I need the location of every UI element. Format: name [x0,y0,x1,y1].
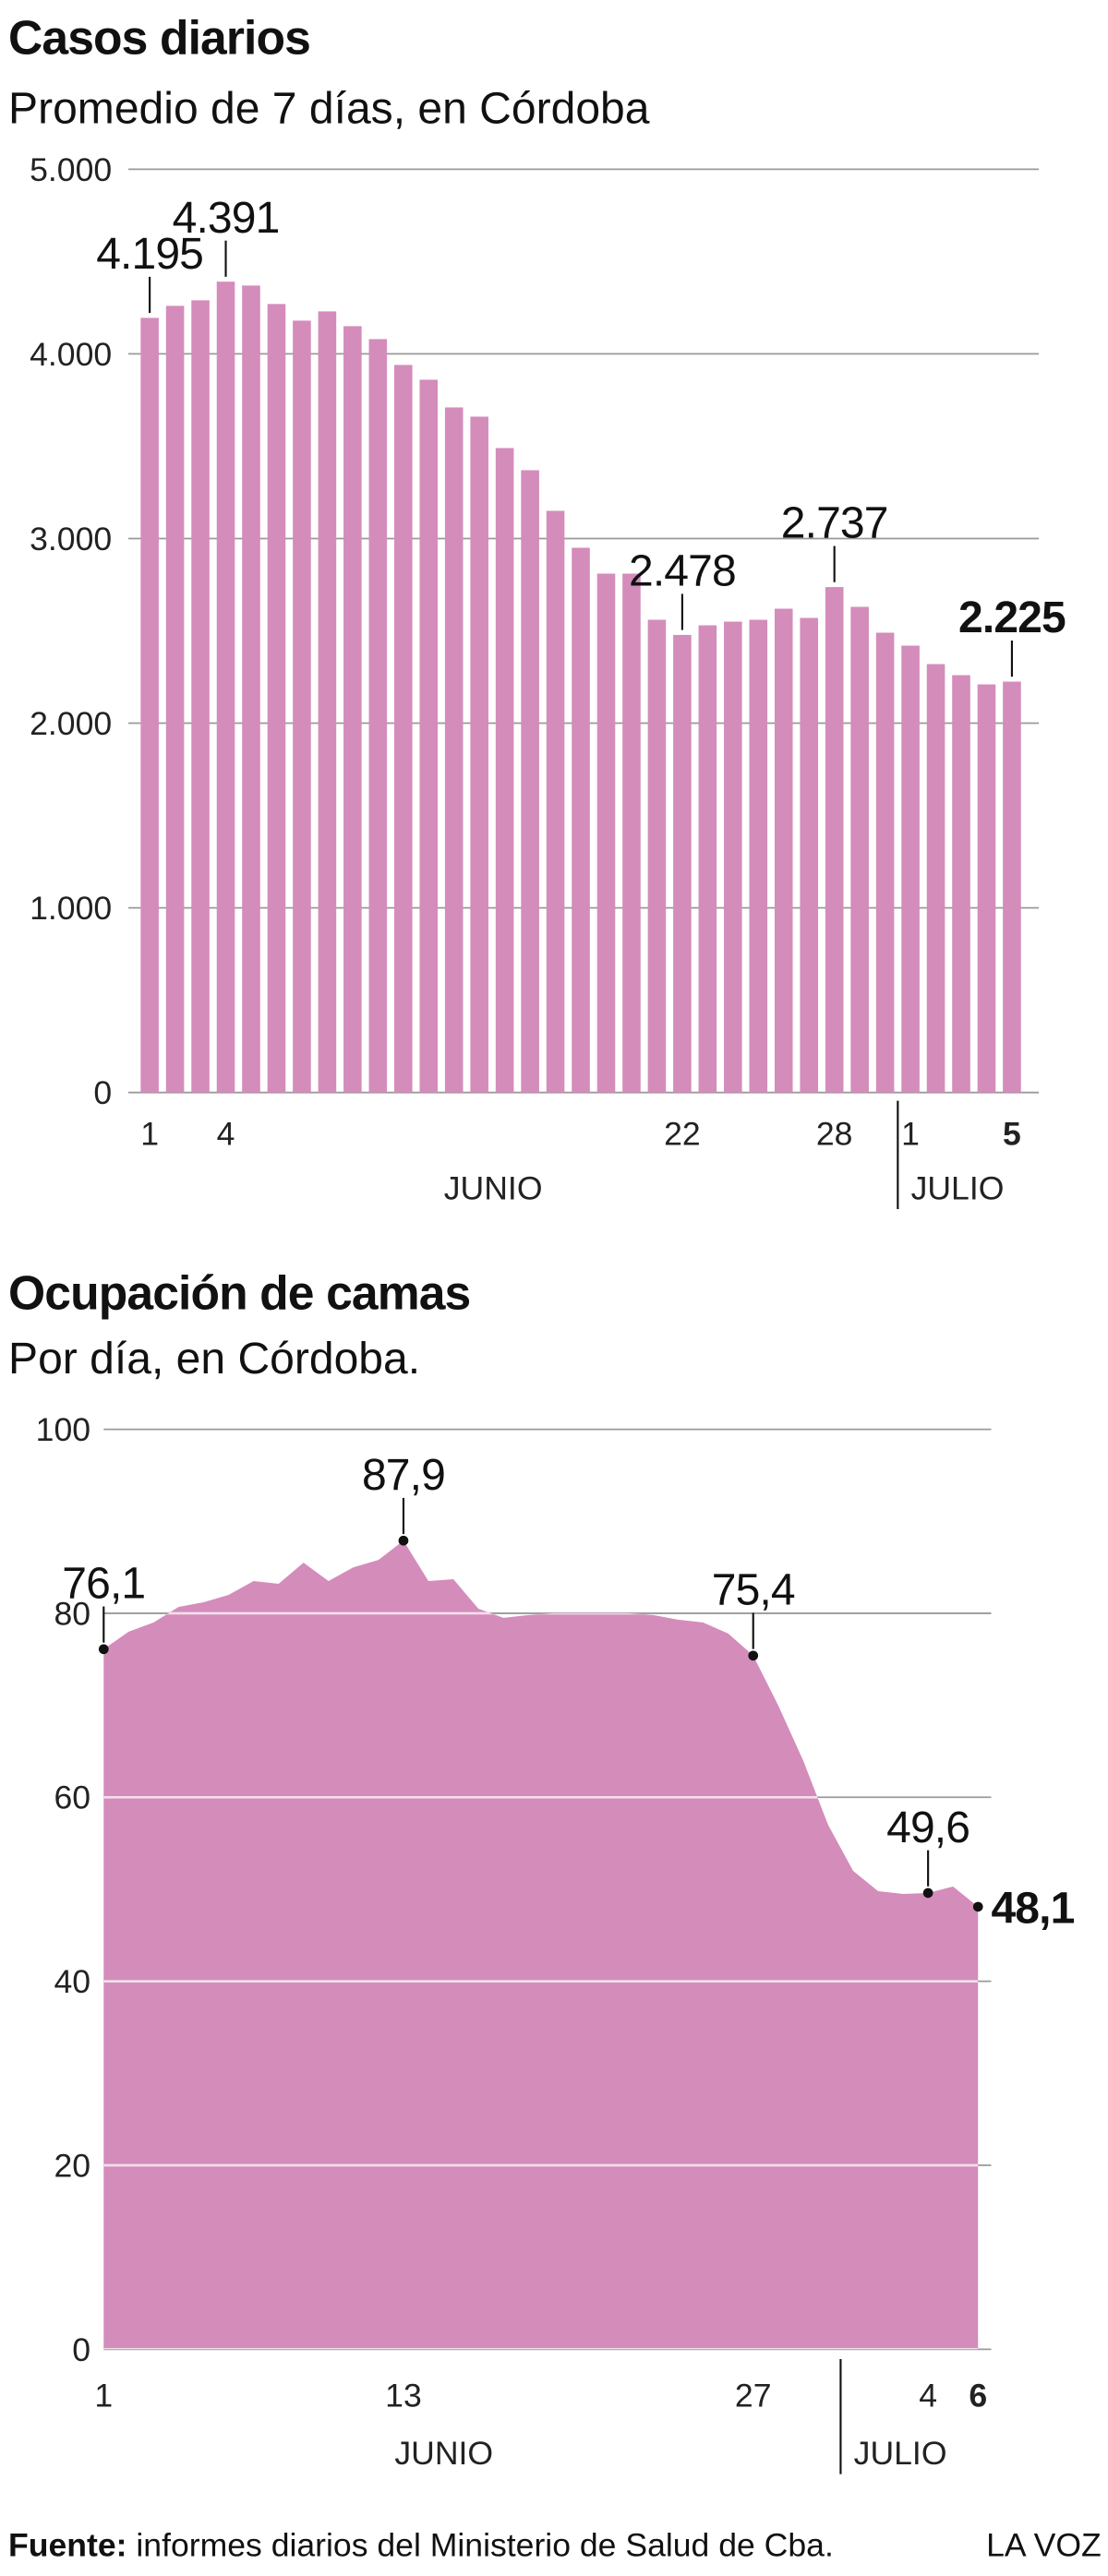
value-label: 4.391 [173,194,280,243]
y-tick-label: 0 [93,1074,112,1111]
point [398,1535,409,1546]
point [748,1650,759,1661]
value-label: 48,1 [991,1885,1074,1934]
y-tick-label: 40 [54,1963,90,2000]
bar [572,547,590,1093]
bar [749,619,768,1093]
y-tick-label: 4.000 [30,336,112,373]
y-tick-label: 20 [54,2147,90,2184]
area [103,1540,979,2350]
bar [267,304,286,1093]
y-tick-label: 0 [72,2331,90,2368]
bar [622,573,641,1093]
value-label: 76,1 [62,1560,145,1609]
bar [952,675,970,1093]
x-tick-label: 1 [901,1116,920,1153]
month-label: JUNIO [394,2435,493,2472]
y-tick-label: 2.000 [30,705,112,742]
bar [318,311,337,1093]
bar [470,416,488,1093]
bar [673,634,692,1093]
value-label: 4.195 [96,230,203,279]
bar [293,320,311,1093]
bar [444,407,464,1093]
bar [850,606,869,1093]
chart-title: Ocupación de camas [8,1266,470,1320]
value-label: 87,9 [362,1451,445,1500]
bar [191,300,210,1093]
x-tick-label: 22 [664,1116,701,1153]
bar [901,645,920,1093]
bar [926,664,945,1093]
value-label: 2.478 [629,547,736,596]
x-tick-label: 4 [919,2378,937,2414]
point [98,1644,109,1655]
bar [825,587,844,1093]
x-tick-label: 1 [94,2378,113,2414]
bar [800,617,819,1093]
brand: LA VOZ [986,2527,1102,2564]
bar [698,625,717,1093]
bar [393,365,413,1093]
footer-source: Fuente: informes diarios del Ministerio … [8,2527,834,2564]
bar [774,608,793,1093]
bar [596,573,616,1093]
bar [242,285,260,1093]
bar [1003,681,1021,1093]
chart-title: Casos diarios [8,11,310,65]
value-label: 2.225 [958,593,1066,642]
bar [647,619,667,1093]
bar [977,684,996,1093]
y-tick-label: 80 [54,1595,90,1632]
y-tick-label: 5.000 [30,151,112,188]
month-label: JULIO [854,2435,947,2472]
bar [495,448,514,1093]
bar [140,318,159,1093]
x-tick-label: 5 [1003,1116,1021,1153]
bar [419,379,439,1093]
value-label: 2.737 [781,499,888,548]
value-label: 75,4 [712,1566,795,1615]
chart-subtitle: Por día, en Córdoba. [8,1335,420,1384]
y-tick-label: 1.000 [30,890,112,927]
month-label: JUNIO [444,1169,543,1206]
value-label: 49,6 [886,1803,970,1852]
x-tick-label: 13 [385,2378,422,2414]
y-tick-label: 100 [36,1411,90,1448]
bar [521,470,539,1093]
bar [216,282,235,1093]
source-label: Fuente: [8,2527,126,2564]
bar [368,339,388,1093]
source-text: informes diarios del Ministerio de Salud… [136,2527,833,2564]
x-tick-label: 6 [969,2378,987,2414]
chart-subtitle: Promedio de 7 días, en Córdoba [8,84,650,133]
x-tick-label: 1 [140,1116,159,1153]
x-tick-label: 28 [816,1116,853,1153]
bar [165,306,185,1093]
x-tick-label: 27 [735,2378,772,2414]
x-tick-label: 4 [217,1116,235,1153]
point [922,1887,933,1899]
bar [343,326,362,1093]
y-tick-label: 60 [54,1779,90,1816]
bar [875,632,895,1093]
point [972,1901,983,1912]
y-tick-label: 3.000 [30,521,112,557]
bar [724,621,742,1093]
month-label: JULIO [911,1169,1005,1206]
bar [546,510,565,1093]
